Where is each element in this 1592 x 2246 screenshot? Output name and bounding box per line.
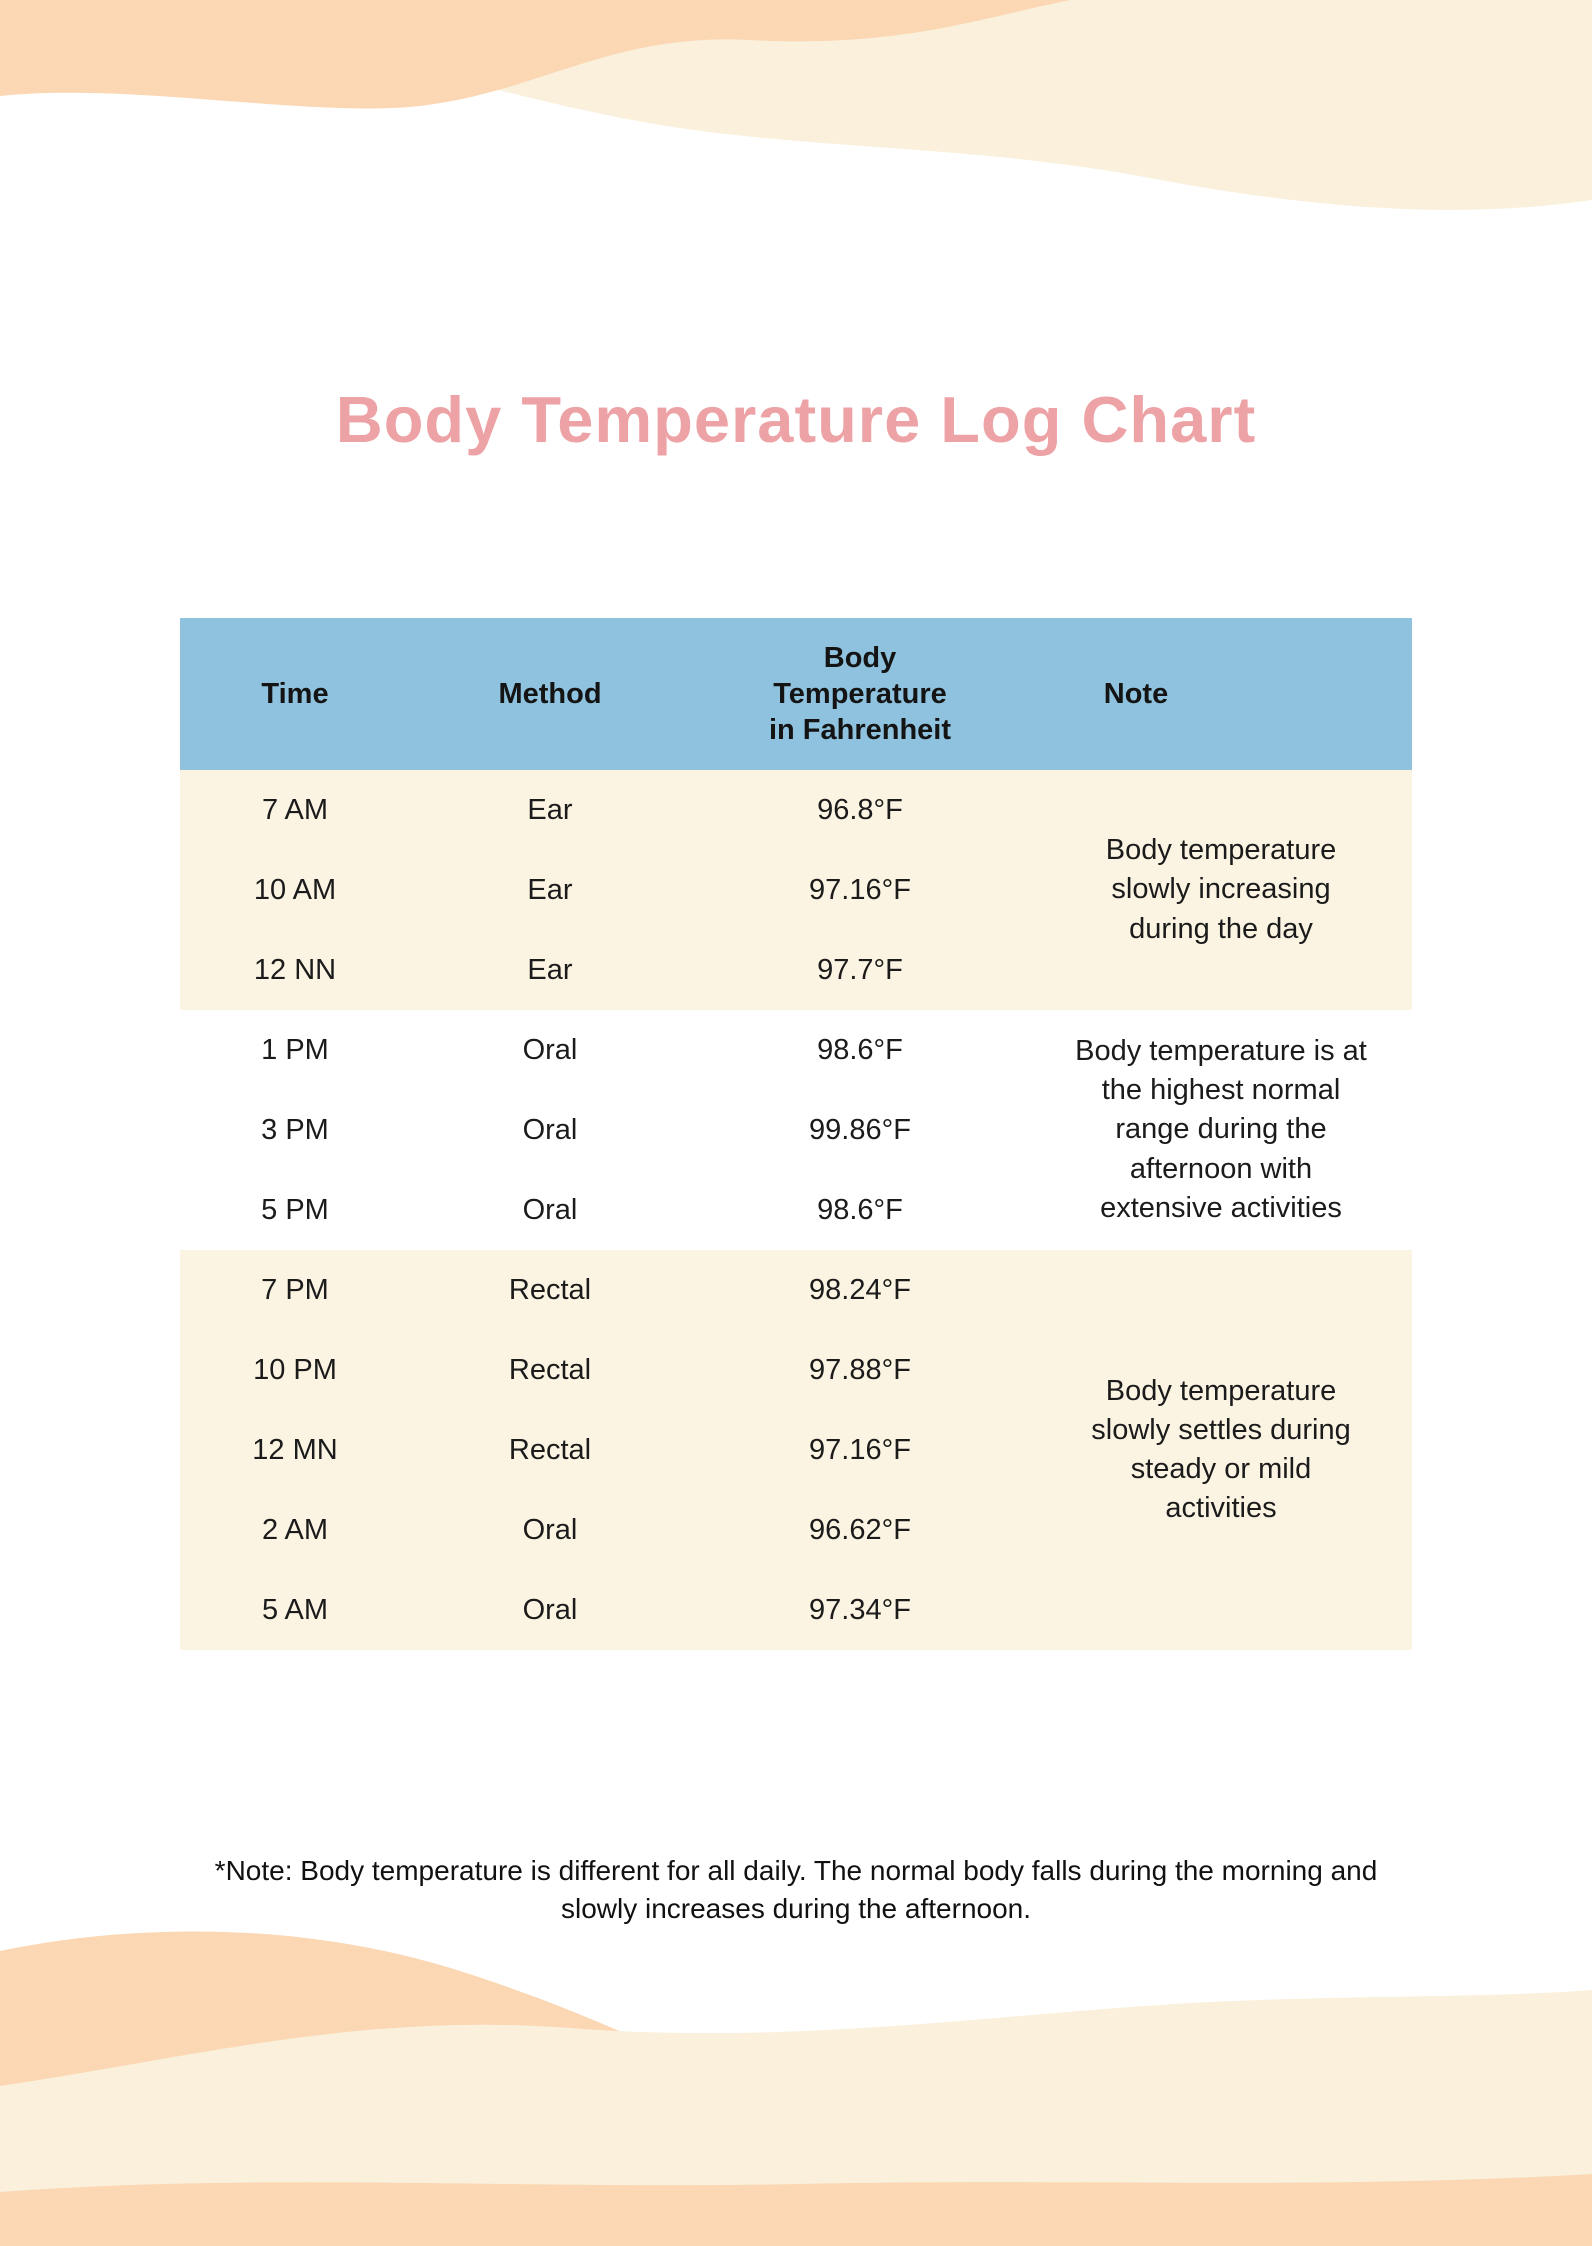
note-text: Body temperature slowly increasing durin…: [1105, 834, 1337, 945]
time-cell: 12 MN: [252, 1433, 338, 1466]
row-grid: 7 AM Ear 96.8°F 10 AM Ear 97.16°F 12 NN …: [180, 770, 1030, 1010]
column-header-note: Note: [1103, 677, 1169, 710]
temp-cell: 97.16°F: [809, 1433, 911, 1466]
time-cell: 10 PM: [253, 1353, 337, 1386]
temp-cell: 97.7°F: [817, 953, 903, 986]
temp-cell: 97.16°F: [809, 873, 911, 906]
column-header-temperature: Body Temperature in Fahrenheit: [768, 641, 952, 747]
bottom-wave-cream: [0, 1990, 1592, 2246]
method-cell: Ear: [527, 953, 573, 986]
method-cell: Ear: [527, 873, 573, 906]
method-cell: Oral: [522, 1033, 578, 1066]
table-header-row: Time Method Body Temperature in Fahrenhe…: [180, 618, 1412, 770]
time-cell: 5 AM: [261, 1593, 329, 1626]
time-cell: 2 AM: [261, 1513, 329, 1546]
method-cell: Oral: [522, 1593, 578, 1626]
note-cell: Body temperature slowly increasing durin…: [1030, 770, 1412, 1010]
time-cell: 10 AM: [253, 873, 337, 906]
footnote: *Note: Body temperature is different for…: [0, 1852, 1592, 1928]
table-row-group-morning: 7 AM Ear 96.8°F 10 AM Ear 97.16°F 12 NN …: [180, 770, 1412, 1010]
temp-cell: 96.62°F: [809, 1513, 911, 1546]
bottom-wave-decoration: [0, 1931, 1592, 2246]
method-cell: Oral: [522, 1193, 578, 1226]
note-text: Body temperature is at the highest norma…: [1075, 1035, 1367, 1224]
page-title: Body Temperature Log Chart: [335, 383, 1257, 456]
temperature-log-table: Time Method Body Temperature in Fahrenhe…: [180, 618, 1412, 1650]
table-row-group-afternoon: 1 PM Oral 98.6°F 3 PM Oral 99.86°F 5 PM …: [180, 1010, 1412, 1250]
temp-cell: 97.34°F: [809, 1593, 911, 1626]
method-cell: Oral: [522, 1113, 578, 1146]
time-cell: 7 PM: [261, 1273, 329, 1306]
temp-cell: 98.6°F: [817, 1033, 903, 1066]
method-cell: Ear: [527, 793, 573, 826]
temp-cell: 98.6°F: [817, 1193, 903, 1226]
temp-cell: 96.8°F: [817, 793, 903, 826]
note-text: Body temperature slowly settles during s…: [1091, 1374, 1351, 1525]
row-grid: 7 PM Rectal 98.24°F 10 PM Rectal 97.88°F…: [180, 1250, 1030, 1650]
time-cell: 3 PM: [261, 1113, 329, 1146]
time-cell: 7 AM: [261, 793, 329, 826]
time-cell: 12 NN: [253, 953, 337, 986]
time-cell: 1 PM: [261, 1033, 329, 1066]
temp-cell: 97.88°F: [809, 1353, 911, 1386]
method-cell: Oral: [522, 1513, 578, 1546]
column-header-method: Method: [498, 677, 602, 710]
temp-cell: 99.86°F: [809, 1113, 911, 1146]
footnote-text: *Note: Body temperature is different for…: [214, 1855, 1378, 1924]
temp-cell: 98.24°F: [809, 1273, 911, 1306]
bottom-wave-peach-strip: [0, 2174, 1592, 2246]
top-wave-peach: [0, 0, 1070, 109]
method-cell: Rectal: [508, 1353, 592, 1386]
note-cell: Body temperature is at the highest norma…: [1030, 1010, 1412, 1250]
note-cell: Body temperature slowly settles during s…: [1030, 1250, 1412, 1650]
method-cell: Rectal: [508, 1273, 592, 1306]
column-header-time: Time: [261, 677, 329, 710]
time-cell: 5 PM: [261, 1193, 329, 1226]
table-row-group-evening: 7 PM Rectal 98.24°F 10 PM Rectal 97.88°F…: [180, 1250, 1412, 1650]
top-wave-decoration: [0, 0, 1592, 210]
method-cell: Rectal: [508, 1433, 592, 1466]
row-grid: 1 PM Oral 98.6°F 3 PM Oral 99.86°F 5 PM …: [180, 1010, 1030, 1250]
